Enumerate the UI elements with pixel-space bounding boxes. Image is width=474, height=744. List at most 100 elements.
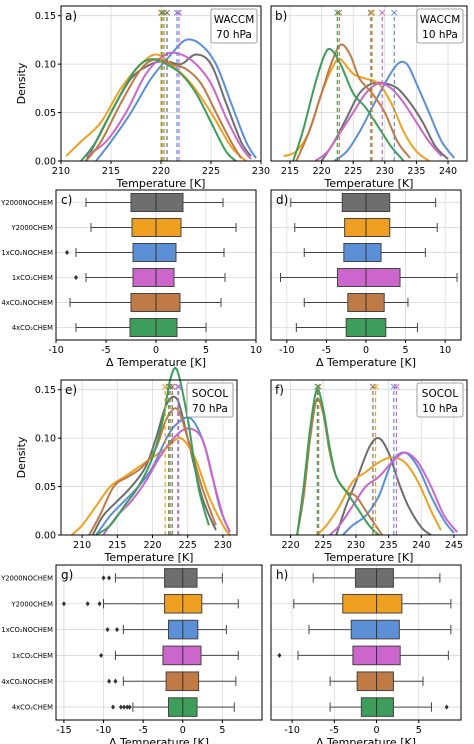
box-Y2000CHEM <box>342 593 403 614</box>
box-Y2000NOCHEM <box>130 193 184 212</box>
y-tick-label: 0.05 <box>35 482 56 493</box>
outlier-1xCO2NOCHEM <box>105 626 110 633</box>
density-curve-1xCO2NOCHEM <box>342 451 455 536</box>
mean-marker-Y2000CHEM: × <box>161 380 170 393</box>
outlier-Y2000CHEM <box>61 601 66 607</box>
mean-marker-1xCO2NOCHEM: × <box>174 380 183 393</box>
axes-frame <box>55 564 263 721</box>
density-curve-Y2000CHEM <box>316 456 442 536</box>
box-1xCO2NOCHEM <box>350 619 400 640</box>
x-tick-label: -5 <box>322 345 331 356</box>
row-label-1xCO2CHEM: 1xCO₂CHEM <box>12 274 53 282</box>
density-curve-4xCO2CHEM <box>296 388 380 536</box>
mean-marker-Y2000CHEM: × <box>156 6 165 19</box>
mean-marker-1xCO2CHEM: × <box>173 380 182 393</box>
x-axis-label: Temperature [K] <box>324 177 414 190</box>
axes-frame <box>60 379 238 536</box>
box-1xCO2CHEM <box>132 268 175 287</box>
box-1xCO2NOCHEM <box>132 243 177 262</box>
outlier-4xCO2CHEM <box>122 704 127 710</box>
panel-label: c) <box>61 193 72 207</box>
mean-marker-Y2000NOCHEM: × <box>368 380 377 393</box>
outlier-4xCO2NOCHEM <box>113 678 118 684</box>
x-tick-label: -10 <box>48 345 64 356</box>
x-tick-label: 220 <box>313 166 331 177</box>
x-tick-label: 215 <box>108 540 126 551</box>
x-tick-label: -15 <box>56 725 72 736</box>
panel-h: -10 -5 0 5Δ Temperature [K] h) <box>270 564 462 744</box>
panel-d: -10 -5 0 5 10 Δ Temperature [K] d) <box>270 189 462 369</box>
x-axis-label: Δ Temperature [K] <box>106 356 206 369</box>
density-curve-4xCO2NOCHEM <box>296 397 383 536</box>
row-label-Y2000NOCHEM: Y2000NOCHEM <box>0 199 53 207</box>
mean-marker-4xCO2CHEM: × <box>313 380 322 393</box>
density-curve-1xCO2NOCHEM <box>95 38 257 162</box>
y-tick-label: 0.15 <box>35 11 56 22</box>
x-tick-label: 240 <box>412 540 430 551</box>
axes-frame <box>270 5 468 162</box>
box-4xCO2NOCHEM <box>356 671 394 692</box>
density-curve-Y2000CHEM <box>65 53 247 162</box>
x-tick-label: 215 <box>281 166 299 177</box>
x-tick-label: 5 <box>403 345 409 356</box>
y-tick-label: 0.10 <box>35 60 56 71</box>
outlier-Y2000CHEM <box>85 601 90 607</box>
row-label-Y2000CHEM: Y2000CHEM <box>11 224 54 232</box>
x-tick-label: 225 <box>314 540 332 551</box>
density-curve-4xCO2CHEM <box>292 47 405 162</box>
axes-frame <box>270 564 462 721</box>
x-tick-label: 210 <box>52 166 70 177</box>
level-label: 10 hPa <box>422 29 458 41</box>
y-tick-label: 0.00 <box>35 531 56 542</box>
box-4xCO2CHEM <box>129 318 178 337</box>
x-tick-label: 245 <box>445 540 463 551</box>
level-label: 70 hPa <box>216 29 252 41</box>
outlier-1xCO2CHEM <box>99 652 104 659</box>
y-axis-label: Density <box>15 62 28 104</box>
box-1xCO2CHEM <box>337 268 401 287</box>
model-label: SOCOL <box>422 388 459 400</box>
panel-e: ×× ××××210 215 220 225 2300.000.050.100.15Tem… <box>15 366 238 564</box>
axes-frame <box>270 379 468 536</box>
row-label-4xCO2CHEM: 4xCO₂CHEM <box>12 704 53 712</box>
row-label-1xCO2NOCHEM: 1xCO₂NOCHEM <box>1 626 53 634</box>
x-tick-label: 10 <box>250 345 262 356</box>
mean-marker-Y2000NOCHEM: × <box>366 6 375 19</box>
row-label-4xCO2NOCHEM: 4xCO₂NOCHEM <box>1 678 53 686</box>
mean-marker-1xCO2CHEM: × <box>392 380 401 393</box>
density-curve-4xCO2CHEM <box>95 366 210 536</box>
level-label: 10 hPa <box>422 403 458 415</box>
x-tick-label: -10 <box>96 725 112 736</box>
mean-marker-4xCO2NOCHEM: × <box>159 6 168 19</box>
outlier-4xCO2CHEM <box>118 704 123 710</box>
mean-marker-Y2000NOCHEM: × <box>162 6 171 19</box>
x-tick-label: -10 <box>284 725 300 736</box>
outlier-Y2000NOCHEM <box>101 575 106 581</box>
density-curve-4xCO2CHEM <box>80 58 237 162</box>
mean-marker-1xCO2NOCHEM: × <box>172 6 181 19</box>
row-label-4xCO2CHEM: 4xCO₂CHEM <box>12 324 53 332</box>
x-tick-label: -5 <box>330 725 339 736</box>
x-tick-label: 230 <box>347 540 365 551</box>
box-Y2000NOCHEM <box>164 568 198 588</box>
outlier-4xCO2CHEM <box>127 704 132 710</box>
y-tick-label: 0.05 <box>35 108 56 119</box>
row-label-4xCO2NOCHEM: 4xCO₂NOCHEM <box>1 299 53 307</box>
mean-marker-1xCO2NOCHEM: × <box>390 6 399 19</box>
x-tick-label: 0 <box>374 725 380 736</box>
density-curve-1xCO2CHEM <box>329 451 458 536</box>
x-tick-label: 225 <box>179 540 197 551</box>
box-1xCO2CHEM <box>162 645 202 666</box>
outlier-1xCO2NOCHEM <box>65 249 69 256</box>
model-label: SOCOL <box>192 388 229 400</box>
x-axis-label: Temperature [K] <box>324 551 414 564</box>
row-label-Y2000NOCHEM: Y2000NOCHEM <box>0 574 53 582</box>
x-tick-label: 0 <box>180 725 186 736</box>
panel-label: b) <box>275 9 287 23</box>
row-label-Y2000CHEM: Y2000CHEM <box>11 600 54 608</box>
box-4xCO2CHEM <box>360 697 394 717</box>
outlier-Y2000CHEM <box>97 601 102 607</box>
outlier-1xCO2CHEM <box>277 652 282 659</box>
